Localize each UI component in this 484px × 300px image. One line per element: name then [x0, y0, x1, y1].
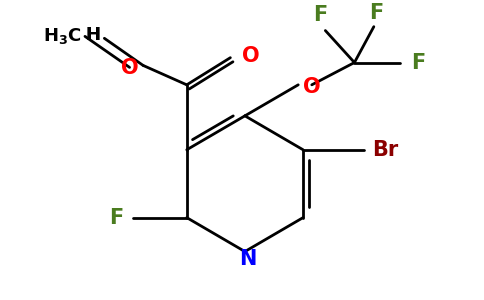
Text: F: F	[109, 208, 124, 228]
Text: $\mathregular{H_3C}$: $\mathregular{H_3C}$	[43, 26, 81, 46]
Text: Br: Br	[372, 140, 398, 160]
Text: O: O	[242, 46, 259, 66]
Text: N: N	[239, 249, 257, 269]
Text: F: F	[313, 5, 328, 25]
Text: O: O	[303, 77, 321, 97]
Text: O: O	[121, 58, 138, 78]
Text: H: H	[86, 26, 101, 44]
Text: H: H	[86, 26, 101, 44]
Text: F: F	[411, 52, 426, 73]
Text: F: F	[369, 3, 383, 23]
